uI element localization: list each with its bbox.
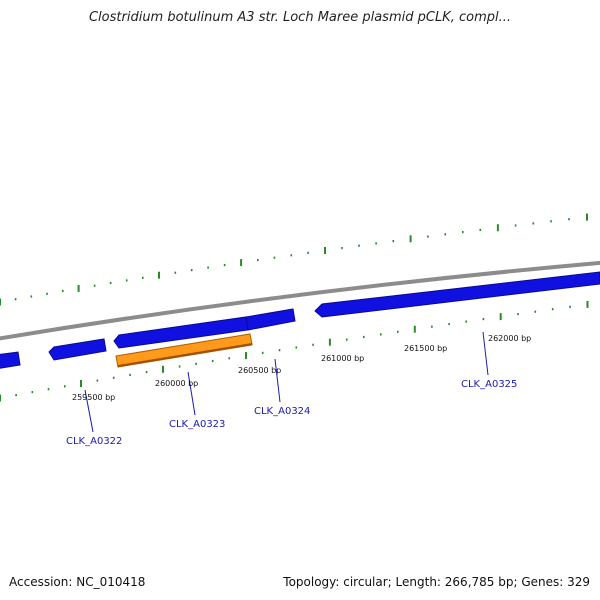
position-label: 260500 bp xyxy=(238,366,281,375)
gene-feature[interactable] xyxy=(0,351,21,369)
position-label: 259500 bp xyxy=(72,393,115,402)
gene-label-CLK_A0322[interactable]: CLK_A0322 xyxy=(66,436,122,447)
summary-text: Topology: circular; Length: 266,785 bp; … xyxy=(283,575,590,589)
plasmid-backbone xyxy=(0,260,600,341)
position-label: 260000 bp xyxy=(155,379,198,388)
outer-tick-ring xyxy=(0,213,588,306)
gene-label-leaders xyxy=(84,331,489,433)
gene-CLK_A0324-feature[interactable] xyxy=(245,308,296,331)
gene-feature[interactable] xyxy=(48,338,107,361)
inner-tick-ring xyxy=(0,300,589,402)
gene-label-CLK_A0324[interactable]: CLK_A0324 xyxy=(254,406,310,417)
gene-CLK_A0325-feature[interactable] xyxy=(314,271,600,318)
position-label: 261000 bp xyxy=(321,354,364,363)
accession-text: Accession: NC_010418 xyxy=(9,575,146,589)
position-label: 261500 bp xyxy=(404,344,447,353)
position-label: 262000 bp xyxy=(488,334,531,343)
map-title: Clostridium botulinum A3 str. Loch Maree… xyxy=(88,10,511,25)
gene-label-CLK_A0323[interactable]: CLK_A0323 xyxy=(169,419,225,430)
gene-track xyxy=(0,271,600,369)
gene-label-CLK_A0325[interactable]: CLK_A0325 xyxy=(461,379,517,390)
selected-gene-edge xyxy=(117,343,253,367)
